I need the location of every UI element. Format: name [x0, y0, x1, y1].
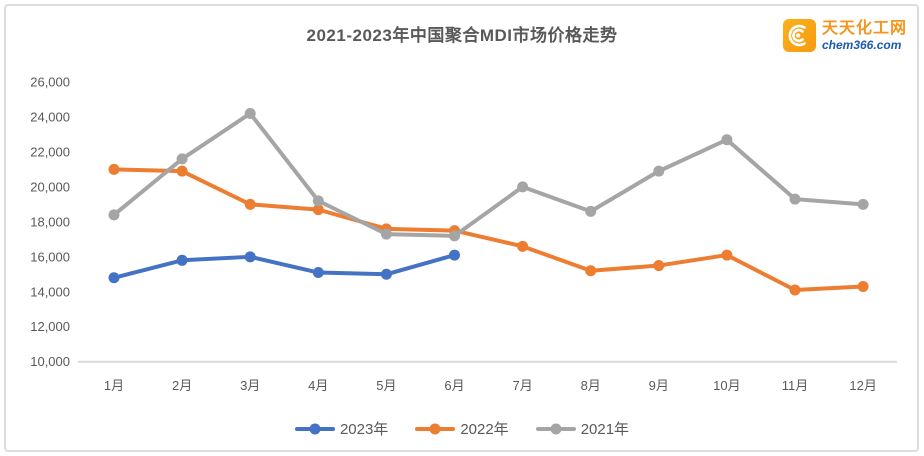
y-axis-tick-label: 10,000 — [30, 354, 70, 369]
data-point-2021年-12月 — [857, 198, 869, 210]
data-point-2022年-9月 — [653, 260, 665, 272]
legend-item-2021: 2021年 — [535, 418, 630, 439]
x-axis-tick-label: 8月 — [581, 378, 601, 393]
y-axis-tick-label: 18,000 — [30, 214, 70, 229]
y-axis-tick-label: 26,000 — [30, 75, 70, 90]
data-point-2022年-12月 — [857, 281, 869, 293]
data-point-2021年-6月 — [449, 230, 460, 242]
x-axis-tick-label: 3月 — [240, 378, 260, 393]
series-line-2022年 — [112, 167, 866, 293]
y-axis-tick-label: 24,000 — [30, 109, 70, 124]
chart-legend: 2023年 2022年 2021年 — [0, 418, 924, 439]
legend-item-2023: 2023年 — [294, 418, 389, 439]
data-point-2021年-2月 — [176, 153, 188, 165]
x-axis-tick-label: 6月 — [444, 378, 464, 393]
data-point-2023年-6月 — [449, 249, 460, 261]
data-point-2022年-1月 — [108, 163, 120, 175]
data-point-2021年-10月 — [721, 134, 733, 146]
logo-text: 天天化工网 chem366.com — [821, 19, 907, 52]
data-point-2023年-5月 — [380, 268, 392, 280]
data-point-2021年-4月 — [312, 195, 324, 207]
data-point-2023年-3月 — [244, 251, 256, 263]
series-line-2021年 — [112, 111, 866, 238]
legend-item-2022: 2022年 — [415, 418, 509, 439]
x-axis-tick-label: 9月 — [649, 378, 669, 393]
x-axis-tick-label: 10月 — [713, 378, 740, 393]
x-axis-tick-label: 2月 — [172, 378, 192, 393]
site-logo[interactable]: 天天化工网 chem366.com — [782, 19, 907, 52]
chem366-logo-icon — [782, 19, 816, 52]
data-point-2022年-2月 — [176, 165, 188, 177]
data-point-2021年-8月 — [585, 205, 597, 217]
y-axis-tick-label: 22,000 — [30, 144, 70, 159]
chart-title: 2021-2023年中国聚合MDI市场价格走势 — [306, 26, 618, 45]
data-point-2022年-10月 — [721, 249, 733, 261]
series-line-2023年 — [112, 253, 457, 280]
data-point-2022年-4月 — [312, 204, 324, 216]
y-axis-tick-label: 12,000 — [30, 319, 70, 334]
y-axis-tick-label: 20,000 — [30, 179, 70, 194]
data-point-2021年-3月 — [244, 107, 256, 119]
data-point-2021年-5月 — [380, 228, 392, 240]
data-point-2023年-1月 — [108, 272, 120, 284]
legend-label-2021: 2021年 — [580, 421, 630, 438]
legend-label-2023: 2023年 — [339, 421, 389, 438]
data-point-2023年-4月 — [312, 267, 324, 279]
legend-label-2022: 2022年 — [460, 421, 509, 438]
data-point-2022年-7月 — [517, 240, 529, 252]
site-domain: chem366.com — [821, 37, 902, 52]
data-point-2023年-2月 — [176, 254, 188, 266]
x-axis-tick-label: 5月 — [376, 378, 396, 393]
x-axis-tick-label: 11月 — [782, 378, 809, 393]
data-point-2022年-11月 — [789, 284, 801, 296]
site-name: 天天化工网 — [821, 19, 907, 37]
legend-marker-2021 — [535, 423, 576, 434]
x-axis-tick-label: 12月 — [849, 378, 876, 393]
data-point-2021年-11月 — [789, 193, 801, 205]
data-point-2022年-8月 — [585, 265, 597, 277]
data-point-2021年-9月 — [653, 165, 665, 177]
legend-marker-2022 — [415, 423, 456, 434]
y-axis-tick-label: 16,000 — [30, 249, 70, 264]
x-axis-tick-label: 4月 — [308, 378, 328, 393]
data-point-2021年-7月 — [517, 181, 529, 193]
x-axis-tick-label: 1月 — [104, 378, 124, 393]
legend-marker-2023 — [294, 423, 335, 434]
data-point-2021年-1月 — [108, 209, 120, 221]
data-point-2022年-3月 — [244, 198, 256, 210]
y-axis-tick-label: 14,000 — [30, 284, 70, 299]
x-axis-tick-label: 7月 — [512, 378, 532, 393]
